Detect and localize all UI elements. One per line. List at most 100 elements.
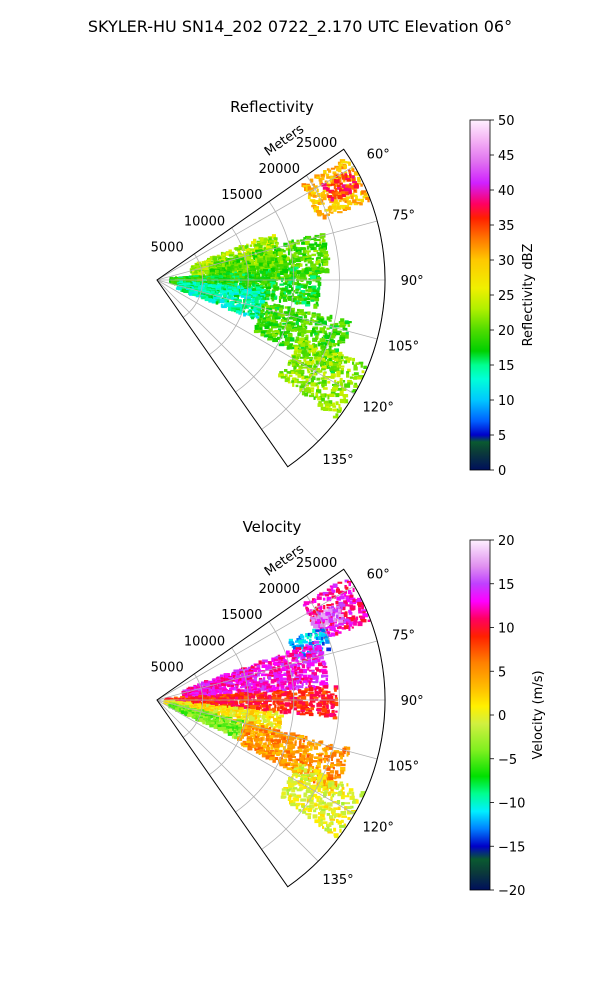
echo-gate — [308, 713, 314, 717]
echo-gate — [313, 779, 316, 784]
echo-gate — [337, 343, 340, 347]
echo-gate — [255, 672, 258, 677]
echo-gate — [226, 303, 233, 307]
echo-gate — [267, 263, 270, 267]
echo-gate — [363, 365, 367, 369]
echo-gate — [254, 691, 260, 696]
echo-gate — [287, 267, 291, 271]
echo-gate — [299, 356, 305, 359]
echo-gate — [320, 819, 323, 822]
echo-gate — [265, 667, 270, 671]
echo-gate — [334, 697, 338, 701]
echo-gate — [234, 268, 238, 273]
echo-gate — [322, 665, 328, 668]
echo-gate — [309, 785, 314, 789]
echo-gate — [273, 335, 276, 338]
echo-gate — [222, 705, 227, 710]
echo-gate — [255, 732, 258, 735]
echo-gate — [276, 325, 283, 328]
echo-gate — [307, 667, 310, 671]
echo-gate — [236, 296, 239, 301]
echo-gate — [339, 398, 346, 404]
echo-gate — [346, 373, 350, 378]
echo-gate — [314, 769, 320, 775]
echo-gate — [311, 330, 317, 334]
echo-gate — [213, 263, 217, 269]
echo-gate — [326, 327, 330, 330]
echo-gate — [344, 618, 349, 621]
echo-gate — [284, 708, 290, 711]
echo-gate — [323, 609, 328, 612]
echo-gate — [295, 650, 298, 656]
echo-gate — [351, 178, 356, 182]
echo-gate — [336, 370, 341, 376]
echo-gate — [248, 696, 252, 701]
echo-gate — [337, 783, 341, 786]
echo-gate — [221, 269, 227, 272]
echo-gate — [365, 196, 371, 200]
echo-gate — [287, 677, 292, 681]
echo-gate — [342, 208, 347, 211]
panel-title: Reflectivity — [230, 98, 314, 116]
echo-gate — [325, 173, 330, 177]
echo-gate — [317, 761, 321, 765]
echo-gate — [317, 281, 322, 286]
echo-gate — [310, 392, 315, 395]
echo-gate — [287, 692, 293, 695]
echo-gate — [225, 704, 231, 709]
echo-gate — [253, 277, 259, 282]
echo-gate — [226, 694, 231, 699]
echo-gate — [315, 200, 320, 205]
echo-gate — [302, 185, 308, 188]
echo-gate — [259, 751, 265, 755]
echo-gate — [230, 297, 235, 301]
echo-gate — [310, 662, 315, 667]
echo-gate — [343, 620, 346, 624]
echo-gate — [268, 716, 275, 719]
echo-gate — [336, 205, 342, 210]
echo-gate — [291, 681, 296, 686]
echo-gate — [337, 631, 342, 634]
echo-gate — [310, 382, 316, 387]
echo-gate — [266, 665, 272, 668]
echo-gate — [292, 290, 296, 293]
echo-gate — [233, 286, 240, 290]
echo-gate — [337, 161, 341, 165]
echo-gate — [315, 360, 319, 365]
echo-gate — [319, 338, 326, 343]
echo-gate — [213, 724, 218, 729]
echo-gate — [307, 764, 313, 767]
echo-gate — [267, 676, 272, 680]
echo-gate — [235, 713, 241, 718]
echo-gate — [249, 267, 255, 271]
echo-gate — [271, 696, 277, 701]
echo-gate — [330, 167, 336, 170]
echo-gate — [294, 340, 300, 343]
echo-gate — [297, 664, 301, 669]
echo-gate — [265, 294, 269, 298]
echo-gate — [294, 760, 299, 765]
echo-gate — [301, 351, 306, 354]
echo-gate — [249, 265, 256, 268]
echo-gate — [274, 272, 279, 276]
echo-gate — [317, 356, 321, 361]
echo-gate — [270, 723, 274, 728]
echo-gate — [286, 670, 291, 675]
azimuth-tick-labels: 60°75°90°105°120°135° — [322, 148, 423, 469]
echo-gate — [239, 274, 243, 278]
echo-gate — [274, 329, 280, 333]
echo-gate — [293, 243, 297, 247]
echo-gate — [230, 281, 236, 286]
echo-gate — [347, 589, 352, 595]
echo-gate — [287, 343, 293, 346]
echo-gate — [266, 290, 271, 295]
echo-gate — [281, 666, 286, 671]
echo-gate — [259, 255, 264, 259]
echo-gate — [254, 748, 260, 751]
echo-gate — [304, 336, 309, 341]
echo-gate — [322, 616, 329, 619]
echo-gate — [322, 786, 326, 791]
echo-gate — [283, 692, 290, 696]
echo-gate — [326, 767, 331, 771]
echo-gate — [311, 191, 317, 195]
